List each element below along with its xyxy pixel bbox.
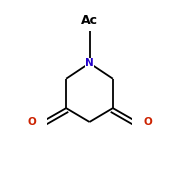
- Text: N: N: [85, 58, 94, 68]
- Text: O: O: [133, 117, 141, 127]
- Text: O: O: [143, 117, 152, 127]
- Text: O: O: [38, 117, 46, 127]
- Text: N: N: [85, 58, 94, 68]
- Text: Ac: Ac: [81, 14, 98, 27]
- Text: O: O: [27, 117, 36, 127]
